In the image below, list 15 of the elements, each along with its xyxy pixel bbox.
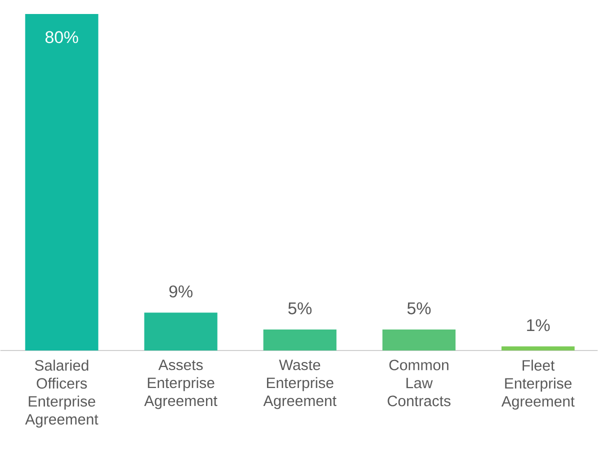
x-tick-label: Assets Enterprise Agreement: [144, 360, 218, 409]
data-label: 80%: [45, 30, 78, 43]
data-label: 5%: [288, 302, 312, 314]
bar: [25, 14, 98, 350]
x-tick-label: Common Law Contracts: [388, 360, 450, 406]
bar: [144, 312, 218, 350]
data-label: 1%: [527, 319, 550, 331]
bar: [382, 329, 456, 350]
data-label: 9%: [169, 285, 192, 298]
x-tick-label: Salaried Officers Enterprise Agreement: [25, 360, 98, 428]
x-tick-label: Fleet Enterprise Agreement: [501, 360, 575, 410]
data-label: 5%: [407, 302, 431, 314]
x-tick-label: Waste Enterprise Agreement: [263, 360, 336, 409]
bar: [263, 329, 336, 350]
bar: [502, 346, 575, 350]
